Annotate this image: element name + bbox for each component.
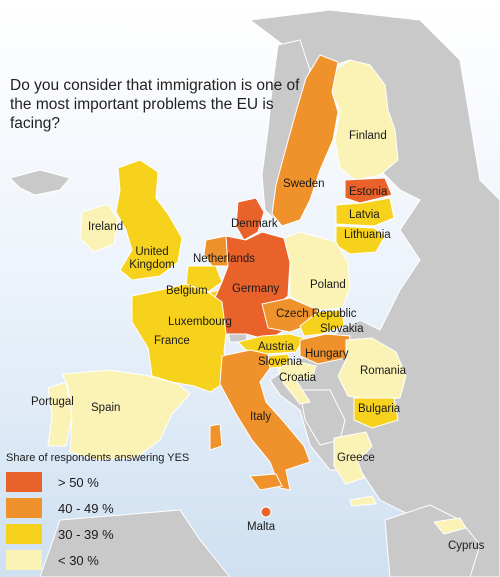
label-cyprus: Cyprus <box>448 540 485 552</box>
country-united-kingdom <box>115 159 183 281</box>
label-united-kingdom: United Kingdom <box>129 246 175 271</box>
legend-swatch <box>6 472 42 492</box>
label-poland: Poland <box>310 279 346 291</box>
legend-swatch <box>6 498 42 518</box>
label-greece: Greece <box>337 452 375 464</box>
country-cyprus <box>433 517 467 535</box>
country-ireland <box>79 203 119 253</box>
country-poland <box>283 231 351 311</box>
country-slovakia <box>299 309 345 337</box>
label-denmark: Denmark <box>231 218 278 230</box>
legend-item: 30 - 39 % <box>6 522 206 546</box>
country-denmark <box>235 197 265 241</box>
legend-item: < 30 % <box>6 548 206 572</box>
country-greece-crete <box>349 495 377 507</box>
country-finland <box>329 59 399 181</box>
label-latvia: Latvia <box>349 209 380 221</box>
non-eu-land <box>9 9 500 577</box>
country-italy <box>219 349 311 491</box>
label-estonia: Estonia <box>349 186 388 198</box>
label-spain: Spain <box>91 402 121 414</box>
map-title: Do you consider that immigration is one … <box>10 77 300 132</box>
country-sweden <box>271 54 339 227</box>
country-spain <box>61 369 191 461</box>
label-lithuania: Lithuania <box>344 229 391 241</box>
country-estonia <box>344 177 393 204</box>
label-malta: Malta <box>247 521 276 533</box>
country-malta <box>260 506 272 518</box>
label-netherlands: Netherlands <box>193 253 256 265</box>
label-italy: Italy <box>250 411 272 423</box>
eu-countries <box>47 54 467 535</box>
legend: Share of respondents answering YES > 50 … <box>6 452 206 574</box>
country-belgium <box>185 265 223 293</box>
north-africa-land <box>39 509 231 577</box>
legend-item: 40 - 49 % <box>6 496 206 520</box>
label-slovakia: Slovakia <box>320 323 364 335</box>
legend-item: > 50 % <box>6 470 206 494</box>
country-croatia <box>277 359 317 405</box>
country-latvia <box>335 197 395 227</box>
country-italy-sicily <box>249 473 283 491</box>
label-finland: Finland <box>349 130 387 142</box>
label-france: France <box>154 335 190 347</box>
legend-swatch <box>6 550 42 570</box>
label-slovenia: Slovenia <box>258 356 303 368</box>
legend-title: Share of respondents answering YES <box>6 452 190 464</box>
country-greece <box>333 431 373 485</box>
legend-label: 40 - 49 % <box>58 500 114 516</box>
country-bulgaria <box>353 397 399 429</box>
label-ireland: Ireland <box>88 221 124 233</box>
country-italy-sardinia <box>209 423 223 451</box>
label-croatia: Croatia <box>279 372 317 384</box>
legend-label: > 50 % <box>58 474 99 490</box>
label-germany: Germany <box>232 283 280 295</box>
legend-label: 30 - 39 % <box>58 526 114 542</box>
label-austria: Austria <box>258 341 294 353</box>
iceland-hint-land <box>9 169 71 196</box>
label-belgium: Belgium <box>166 285 208 297</box>
label-luxembourg: Luxembourg <box>168 316 232 328</box>
label-sweden: Sweden <box>283 178 325 190</box>
label-romania: Romania <box>360 365 407 377</box>
label-portugal: Portugal <box>31 396 74 408</box>
label-hungary: Hungary <box>305 348 349 360</box>
label-czech-republic: Czech Republic <box>276 308 357 320</box>
legend-label: < 30 % <box>58 552 99 568</box>
legend-swatch <box>6 524 42 544</box>
label-bulgaria: Bulgaria <box>358 403 401 415</box>
